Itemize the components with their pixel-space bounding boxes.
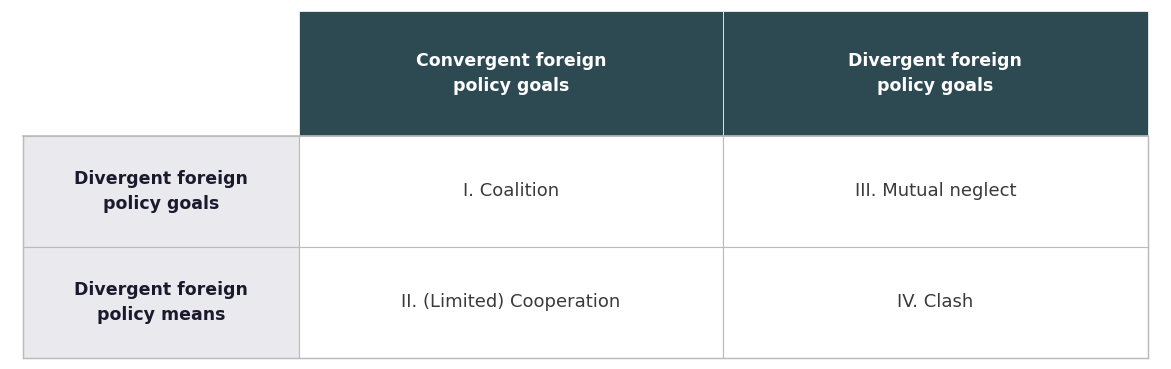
Text: I. Coalition: I. Coalition: [463, 182, 559, 200]
Text: Convergent foreign
policy goals: Convergent foreign policy goals: [416, 52, 607, 95]
Text: Divergent foreign
policy means: Divergent foreign policy means: [74, 281, 248, 324]
Text: II. (Limited) Cooperation: II. (Limited) Cooperation: [402, 293, 621, 311]
Bar: [299, 247, 724, 358]
Bar: [23, 247, 299, 358]
Bar: [724, 11, 1148, 136]
Bar: [23, 136, 299, 247]
Bar: [23, 11, 299, 136]
Text: IV. Clash: IV. Clash: [897, 293, 973, 311]
Text: Divergent foreign
policy goals: Divergent foreign policy goals: [849, 52, 1022, 95]
Text: III. Mutual neglect: III. Mutual neglect: [855, 182, 1016, 200]
Bar: [299, 136, 724, 247]
Text: Divergent foreign
policy goals: Divergent foreign policy goals: [74, 170, 248, 213]
Bar: [299, 11, 724, 136]
Bar: [724, 247, 1148, 358]
Bar: [724, 136, 1148, 247]
